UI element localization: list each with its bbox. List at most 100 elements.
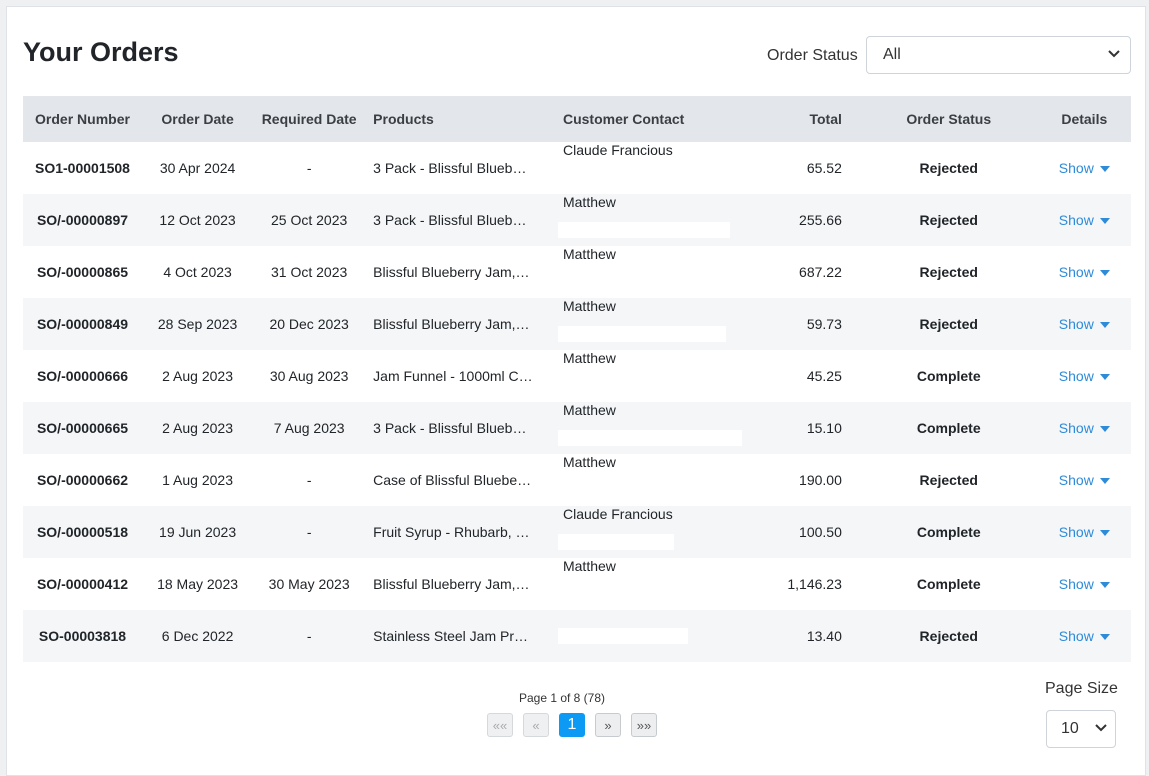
products-cell: Case of Blissful Blueberry Jam [365,454,555,506]
caret-down-icon [1099,218,1110,225]
show-details-link[interactable]: Show [1059,420,1110,436]
order-status-select-value: All [883,46,901,63]
customer-contact-name: Matthew [562,298,616,314]
customer-contact: Claude Francious [555,142,761,194]
show-details-label: Show [1058,472,1094,488]
show-details-label: Show [1058,264,1094,280]
column-header[interactable]: Order Status [906,111,992,127]
chevron-down-icon [1108,50,1120,58]
current-page-button[interactable]: 1 [559,713,585,737]
show-details-link[interactable]: Show [1059,212,1110,228]
orders-table-body: SO1-00001508 30 Apr 2024 - 3 Pack - Blissfu… [23,142,1131,662]
products-cell: Fruit Syrup - Rhubarb, 3 Pack [365,506,555,558]
order-total: 15.10 [806,420,842,436]
column-header[interactable]: Required Date [261,111,357,127]
column-header[interactable]: Order Number [35,111,130,127]
show-details-link[interactable]: Show [1059,316,1110,332]
pagination-info: Page 1 of 8 (78) [518,691,606,705]
redacted-block [557,628,688,644]
caret-down-icon [1099,322,1110,329]
products-cell: 3 Pack - Blissful Blueberry Jam [365,142,555,194]
customer-contact: Claude Francious [555,506,761,558]
required-date: - [306,160,312,176]
column-header[interactable]: Total [809,111,842,127]
order-date: 2 Aug 2023 [162,420,233,436]
order-total: 65.52 [806,160,842,176]
order-number: SO/-00000666 [36,368,129,384]
customer-contact-name: Matthew [562,350,616,366]
page-size-select[interactable]: 10 [1046,710,1116,748]
order-number: SO/-00000665 [36,420,129,436]
show-details-link[interactable]: Show [1059,368,1110,384]
customer-contact: Matthew [555,246,761,298]
order-status-badge: Rejected [919,212,978,228]
order-date: 4 Oct 2023 [163,264,232,280]
products-cell: Blissful Blueberry Jam, 1kg [365,298,555,350]
customer-contact-name: Matthew [562,246,616,262]
show-details-link[interactable]: Show [1059,524,1110,540]
details-cell: Show [1038,402,1131,454]
products: 3 Pack - Blissful Blueberry Jam [373,160,534,176]
caret-down-icon [1099,530,1110,537]
redacted-block [557,534,674,550]
next-page-button[interactable]: » [595,713,621,737]
order-status-badge: Complete [916,420,981,436]
customer-contact-name: Matthew [562,194,616,210]
order-date: 18 May 2023 [157,576,239,592]
last-page-button[interactable]: »» [631,713,657,737]
orders-table: Order Number Order Date Required Date Pr… [23,96,1131,662]
order-status-select[interactable]: All [866,36,1131,74]
order-date: 2 Aug 2023 [162,368,233,384]
order-date: 19 Jun 2023 [159,524,237,540]
order-status-badge: Complete [916,368,981,384]
column-header[interactable]: Order Date [161,111,234,127]
redacted-block [557,326,726,342]
order-status-badge: Complete [916,524,981,540]
customer-contact [555,610,761,662]
table-row: SO-00003818 6 Dec 2022 - Stainless Steel Ja… [23,610,1131,662]
required-date: - [306,628,312,644]
order-number: SO/-00000662 [36,472,129,488]
table-row: SO/-00000897 12 Oct 2023 25 Oct 2023 3 Pack… [23,194,1131,246]
show-details-label: Show [1058,628,1094,644]
column-header[interactable]: Products [373,111,434,127]
show-details-link[interactable]: Show [1059,264,1110,280]
page-size-value: 10 [1061,720,1079,737]
column-header[interactable]: Customer Contact [562,111,685,127]
order-number: SO/-00000865 [36,264,129,280]
show-details-link[interactable]: Show [1059,472,1110,488]
previous-page-button[interactable]: « [523,713,549,737]
customer-contact-name: Claude Francious [562,142,673,158]
show-details-link[interactable]: Show [1059,628,1110,644]
show-details-link[interactable]: Show [1059,160,1110,176]
order-status-badge: Complete [916,576,981,592]
table-row: SO/-00000666 2 Aug 2023 30 Aug 2023 Jam Fun… [23,350,1131,402]
customer-contact: Matthew [555,350,761,402]
details-cell: Show [1038,558,1131,610]
order-status-badge: Rejected [919,628,978,644]
page-title: Your Orders [23,37,179,67]
order-status-badge: Rejected [919,472,978,488]
table-row: SO1-00001508 30 Apr 2024 - 3 Pack - Blissfu… [23,142,1131,194]
products: 3 Pack - Blissful Blueberry Jam [373,420,534,436]
order-total: 687.22 [799,264,842,280]
caret-down-icon [1099,374,1110,381]
required-date: 7 Aug 2023 [273,420,345,436]
show-details-link[interactable]: Show [1059,576,1110,592]
customer-contact-name: Matthew [562,454,616,470]
redacted-block [557,430,742,446]
show-details-label: Show [1058,420,1094,436]
pagination: «« « 1 » »» [487,713,657,737]
products-cell: 3 Pack - Blissful Blueberry Jam [365,402,555,454]
required-date: 25 Oct 2023 [271,212,348,228]
table-row: SO/-00000865 4 Oct 2023 31 Oct 2023 Blissfu… [23,246,1131,298]
products: Jam Funnel - 1000ml Capacity [373,368,533,384]
order-total: 190.00 [799,472,842,488]
caret-down-icon [1099,426,1110,433]
order-total: 45.25 [806,368,842,384]
table-row: SO/-00000665 2 Aug 2023 7 Aug 2023 3 Pack -… [23,402,1131,454]
first-page-button[interactable]: «« [487,713,513,737]
show-details-label: Show [1058,316,1094,332]
details-cell: Show [1038,142,1131,194]
details-cell: Show [1038,350,1131,402]
